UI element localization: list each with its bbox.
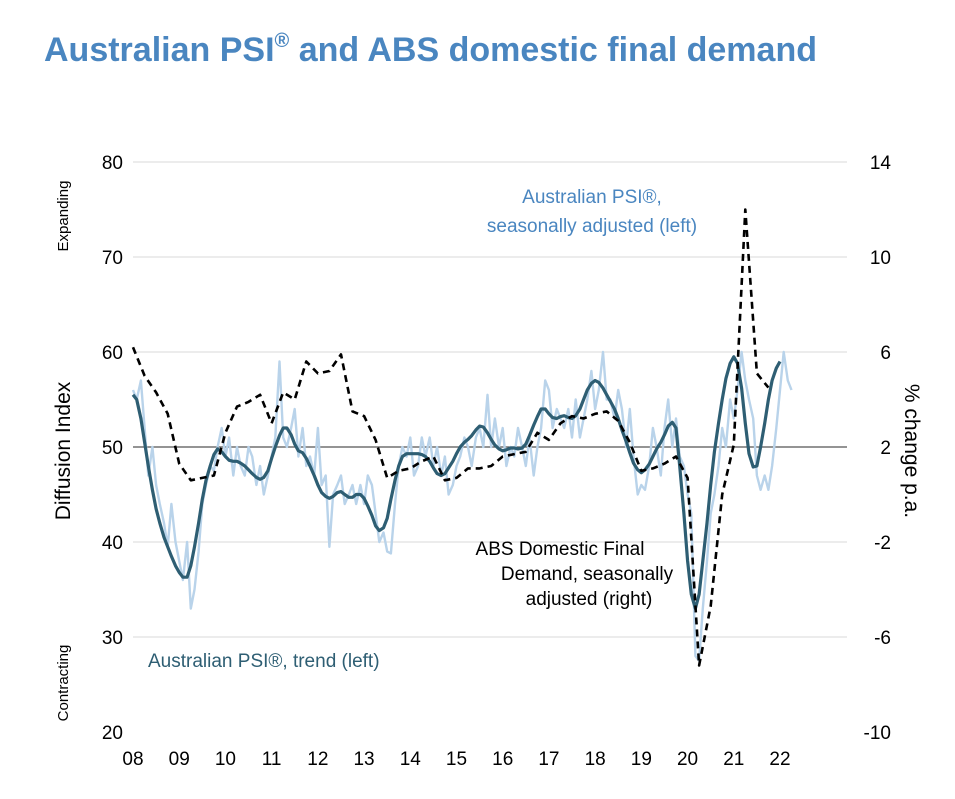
left-tick-label: 50 (102, 438, 123, 459)
x-axis-ticks: 08 09 10 11 12 13 14 15 16 17 18 19 20 21 22 (122, 749, 790, 770)
dfd-dashed-line (131, 208, 770, 667)
left-tick-label: 20 (102, 723, 123, 744)
contracting-label: Contracting (55, 645, 72, 722)
right-tick-label: 2 (880, 438, 891, 459)
left-tick-label: 30 (102, 628, 123, 649)
series-lines (131, 208, 793, 667)
x-tick-label: 09 (169, 749, 190, 770)
left-tick-label: 80 (102, 153, 123, 174)
page-title: Australian PSI® and ABS domestic final d… (44, 30, 817, 69)
x-tick-label: 18 (585, 749, 606, 770)
annotation-psi-trend: Australian PSI®, trend (left) (148, 651, 380, 672)
right-tick-label: 6 (880, 343, 891, 364)
right-tick-label: 14 (870, 153, 892, 174)
x-tick-label: 21 (723, 749, 744, 770)
x-tick-label: 14 (400, 749, 422, 770)
y-axis-left-title: Diffusion Index (52, 381, 75, 520)
left-y-axis-ticks: 20 30 40 50 60 70 80 (102, 153, 123, 744)
annotation-dfd-line2: Demand, seasonally (501, 564, 674, 585)
x-tick-label: 10 (215, 749, 236, 770)
x-tick-label: 12 (307, 749, 328, 770)
x-tick-label: 19 (631, 749, 652, 770)
x-tick-label: 11 (262, 749, 282, 770)
annotation-dfd-line1: ABS Domestic Final (476, 539, 645, 560)
expanding-label: Expanding (55, 181, 72, 252)
x-tick-label: 08 (122, 749, 143, 770)
psi-trend-line (131, 355, 782, 611)
x-tick-label: 16 (492, 749, 513, 770)
right-tick-label: -2 (874, 533, 891, 554)
annotation-psi-sa-line1: Australian PSI®, (522, 187, 662, 208)
x-tick-label: 22 (769, 749, 790, 770)
x-tick-label: 17 (538, 749, 559, 770)
right-tick-label: -6 (874, 628, 891, 649)
x-tick-label: 20 (677, 749, 698, 770)
left-tick-label: 40 (102, 533, 123, 554)
y-axis-right-title: % change p.a. (900, 384, 923, 518)
annotation-psi-sa-line2: seasonally adjusted (left) (487, 216, 697, 237)
left-tick-label: 70 (102, 248, 123, 269)
x-tick-label: 13 (353, 749, 374, 770)
psi-seasonally-adjusted-line (131, 350, 793, 662)
right-tick-label: 10 (870, 248, 891, 269)
annotation-dfd-line3: adjusted (right) (526, 589, 653, 610)
right-tick-label: -10 (864, 723, 891, 744)
x-tick-label: 15 (446, 749, 467, 770)
left-tick-label: 60 (102, 343, 123, 364)
right-y-axis-ticks: -10 -6 -2 2 6 10 14 (864, 153, 892, 744)
gridlines (133, 161, 847, 638)
